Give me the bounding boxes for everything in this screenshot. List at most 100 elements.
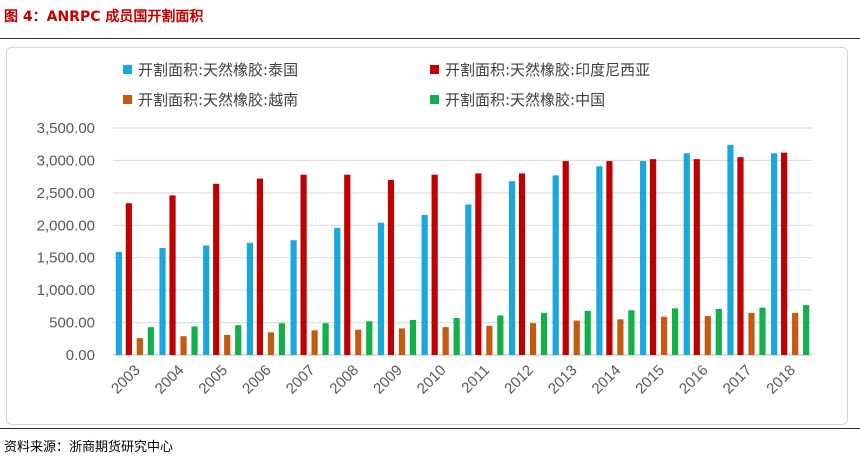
- bar: [136, 338, 143, 355]
- y-tick-label: 1,000.00: [37, 282, 95, 299]
- x-tick-label: 2018: [763, 362, 799, 398]
- x-tick-label: 2011: [458, 362, 493, 397]
- x-tick-label: 2017: [720, 362, 756, 398]
- bar: [465, 204, 472, 355]
- bar: [518, 173, 526, 355]
- bar: [562, 161, 569, 355]
- x-tick-label: 2010: [414, 362, 450, 398]
- bar: [431, 174, 438, 355]
- bar: [334, 227, 341, 355]
- bar: [660, 316, 668, 355]
- bar: [453, 318, 460, 355]
- y-tick-label: 1,500.00: [37, 250, 95, 267]
- bar: [573, 320, 580, 355]
- bar: [290, 240, 297, 355]
- bar: [267, 332, 275, 355]
- bar: [159, 247, 166, 355]
- bar: [246, 242, 254, 355]
- x-tick-label: 2008: [326, 362, 362, 398]
- bar: [727, 144, 734, 355]
- bar: [771, 153, 778, 355]
- bar: [759, 307, 766, 355]
- x-tick-label: 2007: [283, 362, 319, 398]
- x-tick-label: 2006: [239, 362, 275, 398]
- bar: [387, 179, 395, 355]
- bar: [704, 316, 711, 355]
- bar: [398, 328, 406, 355]
- bar: [639, 161, 647, 355]
- bar: [442, 327, 449, 355]
- bottom-rule: [0, 428, 860, 429]
- bar: [322, 323, 329, 355]
- bar: [584, 310, 591, 355]
- x-tick-label: 2003: [108, 362, 144, 398]
- bar: [715, 308, 722, 355]
- bar: [529, 323, 537, 355]
- legend-label: 开割面积:天然橡胶:越南: [138, 91, 298, 109]
- bar: [792, 312, 799, 355]
- bar: [344, 174, 351, 355]
- bar: [115, 251, 122, 355]
- bar: [125, 203, 132, 355]
- bar: [409, 319, 417, 355]
- bar: [497, 315, 504, 355]
- legend-swatch: [430, 65, 439, 74]
- legend-label: 开割面积:天然橡胶:印度尼西亚: [445, 61, 650, 79]
- figure-title: 图 4：ANRPC 成员国开割面积: [4, 9, 204, 25]
- legend-swatch: [123, 65, 132, 74]
- bar: [300, 174, 307, 355]
- top-rule: [0, 38, 860, 39]
- x-tick-label: 2016: [676, 362, 712, 398]
- bar: [486, 325, 493, 355]
- bar: [693, 159, 700, 355]
- legend-label: 开割面积:天然橡胶:中国: [445, 91, 605, 109]
- bar: [606, 161, 613, 355]
- bar: [203, 245, 210, 355]
- y-tick-label: 2,500.00: [37, 185, 95, 202]
- source-note: 资料来源：浙商期货研究中心: [4, 440, 174, 455]
- y-tick-label: 2,000.00: [37, 217, 95, 234]
- bar: [235, 325, 242, 355]
- bar: [169, 195, 176, 355]
- bar: [803, 305, 810, 355]
- bar: [256, 178, 264, 355]
- x-tick-label: 2009: [370, 362, 406, 398]
- bar: [649, 159, 657, 355]
- y-tick-label: 3,000.00: [37, 152, 95, 169]
- bar: [377, 222, 385, 355]
- bar: [191, 326, 198, 355]
- bar: [552, 175, 559, 355]
- bar: [355, 329, 362, 355]
- x-tick-label: 2005: [195, 362, 231, 398]
- bar: [748, 312, 755, 355]
- bar: [508, 181, 516, 355]
- x-tick-label: 2013: [545, 362, 581, 398]
- bar: [683, 153, 690, 355]
- bar: [475, 173, 482, 355]
- bar: [366, 321, 373, 355]
- legend-swatch: [430, 95, 439, 104]
- bar: [540, 312, 548, 355]
- bar: [596, 166, 603, 355]
- y-tick-label: 3,500.00: [37, 120, 95, 137]
- y-tick-label: 500.00: [49, 315, 95, 332]
- bar: [213, 183, 220, 355]
- bar: [224, 334, 231, 355]
- bar: [617, 319, 624, 355]
- bar: [421, 214, 428, 355]
- legend-swatch: [123, 95, 132, 104]
- bar: [737, 157, 744, 355]
- x-tick-label: 2014: [589, 362, 625, 398]
- bar: [781, 152, 788, 355]
- chart: 0.00 500.00 1,000.00 1,500.00 2,000.00 2,500.…: [37, 61, 812, 398]
- bar: [180, 336, 187, 355]
- bar: [311, 330, 318, 355]
- legend-label: 开割面积:天然橡胶:泰国: [138, 61, 298, 79]
- bar: [278, 323, 286, 355]
- bar: [147, 327, 154, 355]
- x-tick-label: 2012: [501, 362, 537, 398]
- x-tick-label: 2015: [632, 362, 668, 398]
- bar: [671, 308, 679, 355]
- x-tick-label: 2004: [152, 362, 188, 398]
- y-tick-label: 0.00: [66, 347, 95, 364]
